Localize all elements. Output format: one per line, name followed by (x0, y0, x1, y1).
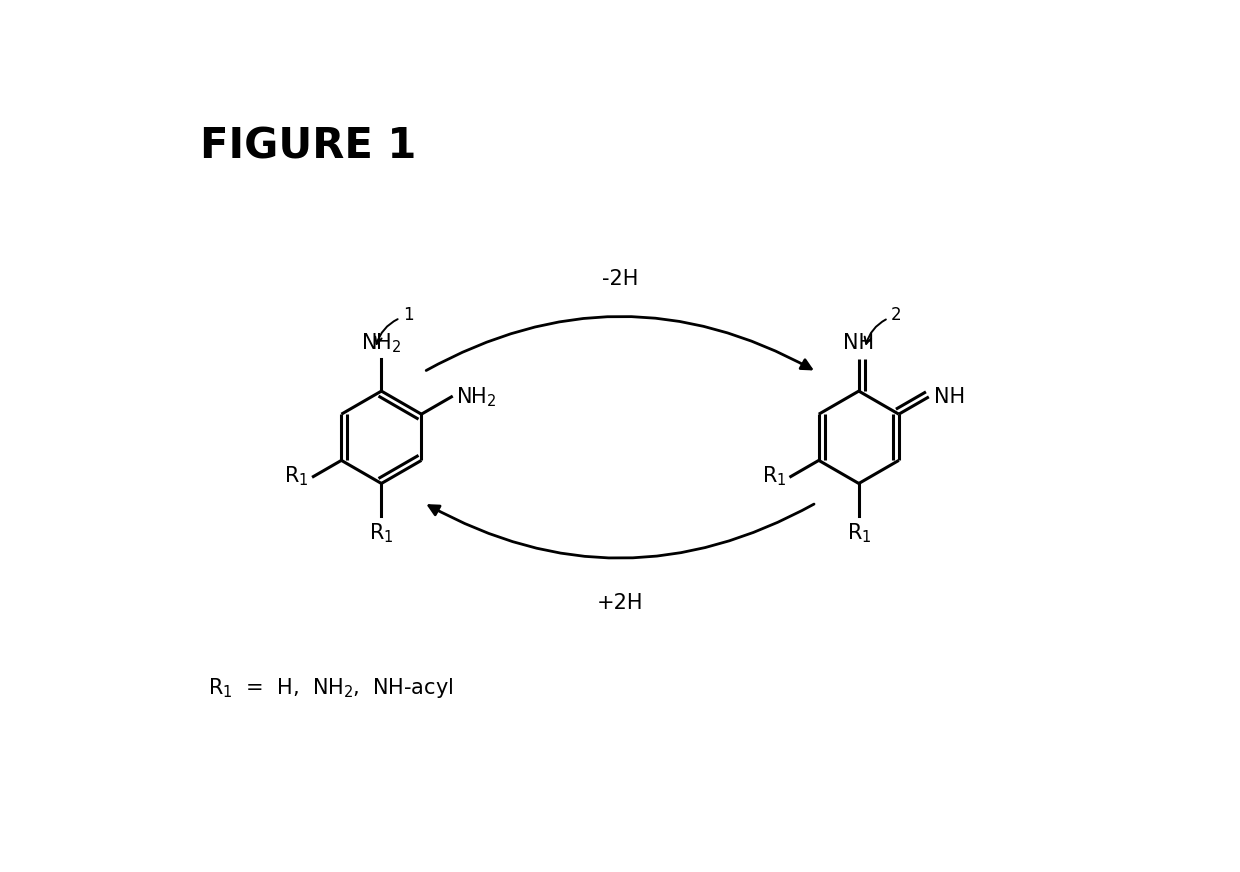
Text: NH$_2$: NH$_2$ (456, 385, 497, 409)
Text: R$_1$  =  H,  NH$_2$,  NH-acyl: R$_1$ = H, NH$_2$, NH-acyl (208, 676, 454, 699)
Text: R$_1$: R$_1$ (284, 465, 309, 488)
FancyArrowPatch shape (427, 317, 811, 371)
Text: R$_1$: R$_1$ (370, 521, 393, 545)
Text: R$_1$: R$_1$ (761, 465, 786, 488)
Text: R$_1$: R$_1$ (847, 521, 870, 545)
Text: NH$_2$: NH$_2$ (361, 331, 402, 355)
FancyArrowPatch shape (429, 504, 813, 558)
Text: NH: NH (843, 333, 874, 353)
Text: 2: 2 (864, 306, 901, 344)
Text: 1: 1 (376, 306, 414, 344)
Text: NH: NH (934, 387, 965, 407)
Text: FIGURE 1: FIGURE 1 (201, 126, 417, 167)
Text: +2H: +2H (596, 593, 644, 613)
Text: -2H: -2H (601, 269, 639, 290)
